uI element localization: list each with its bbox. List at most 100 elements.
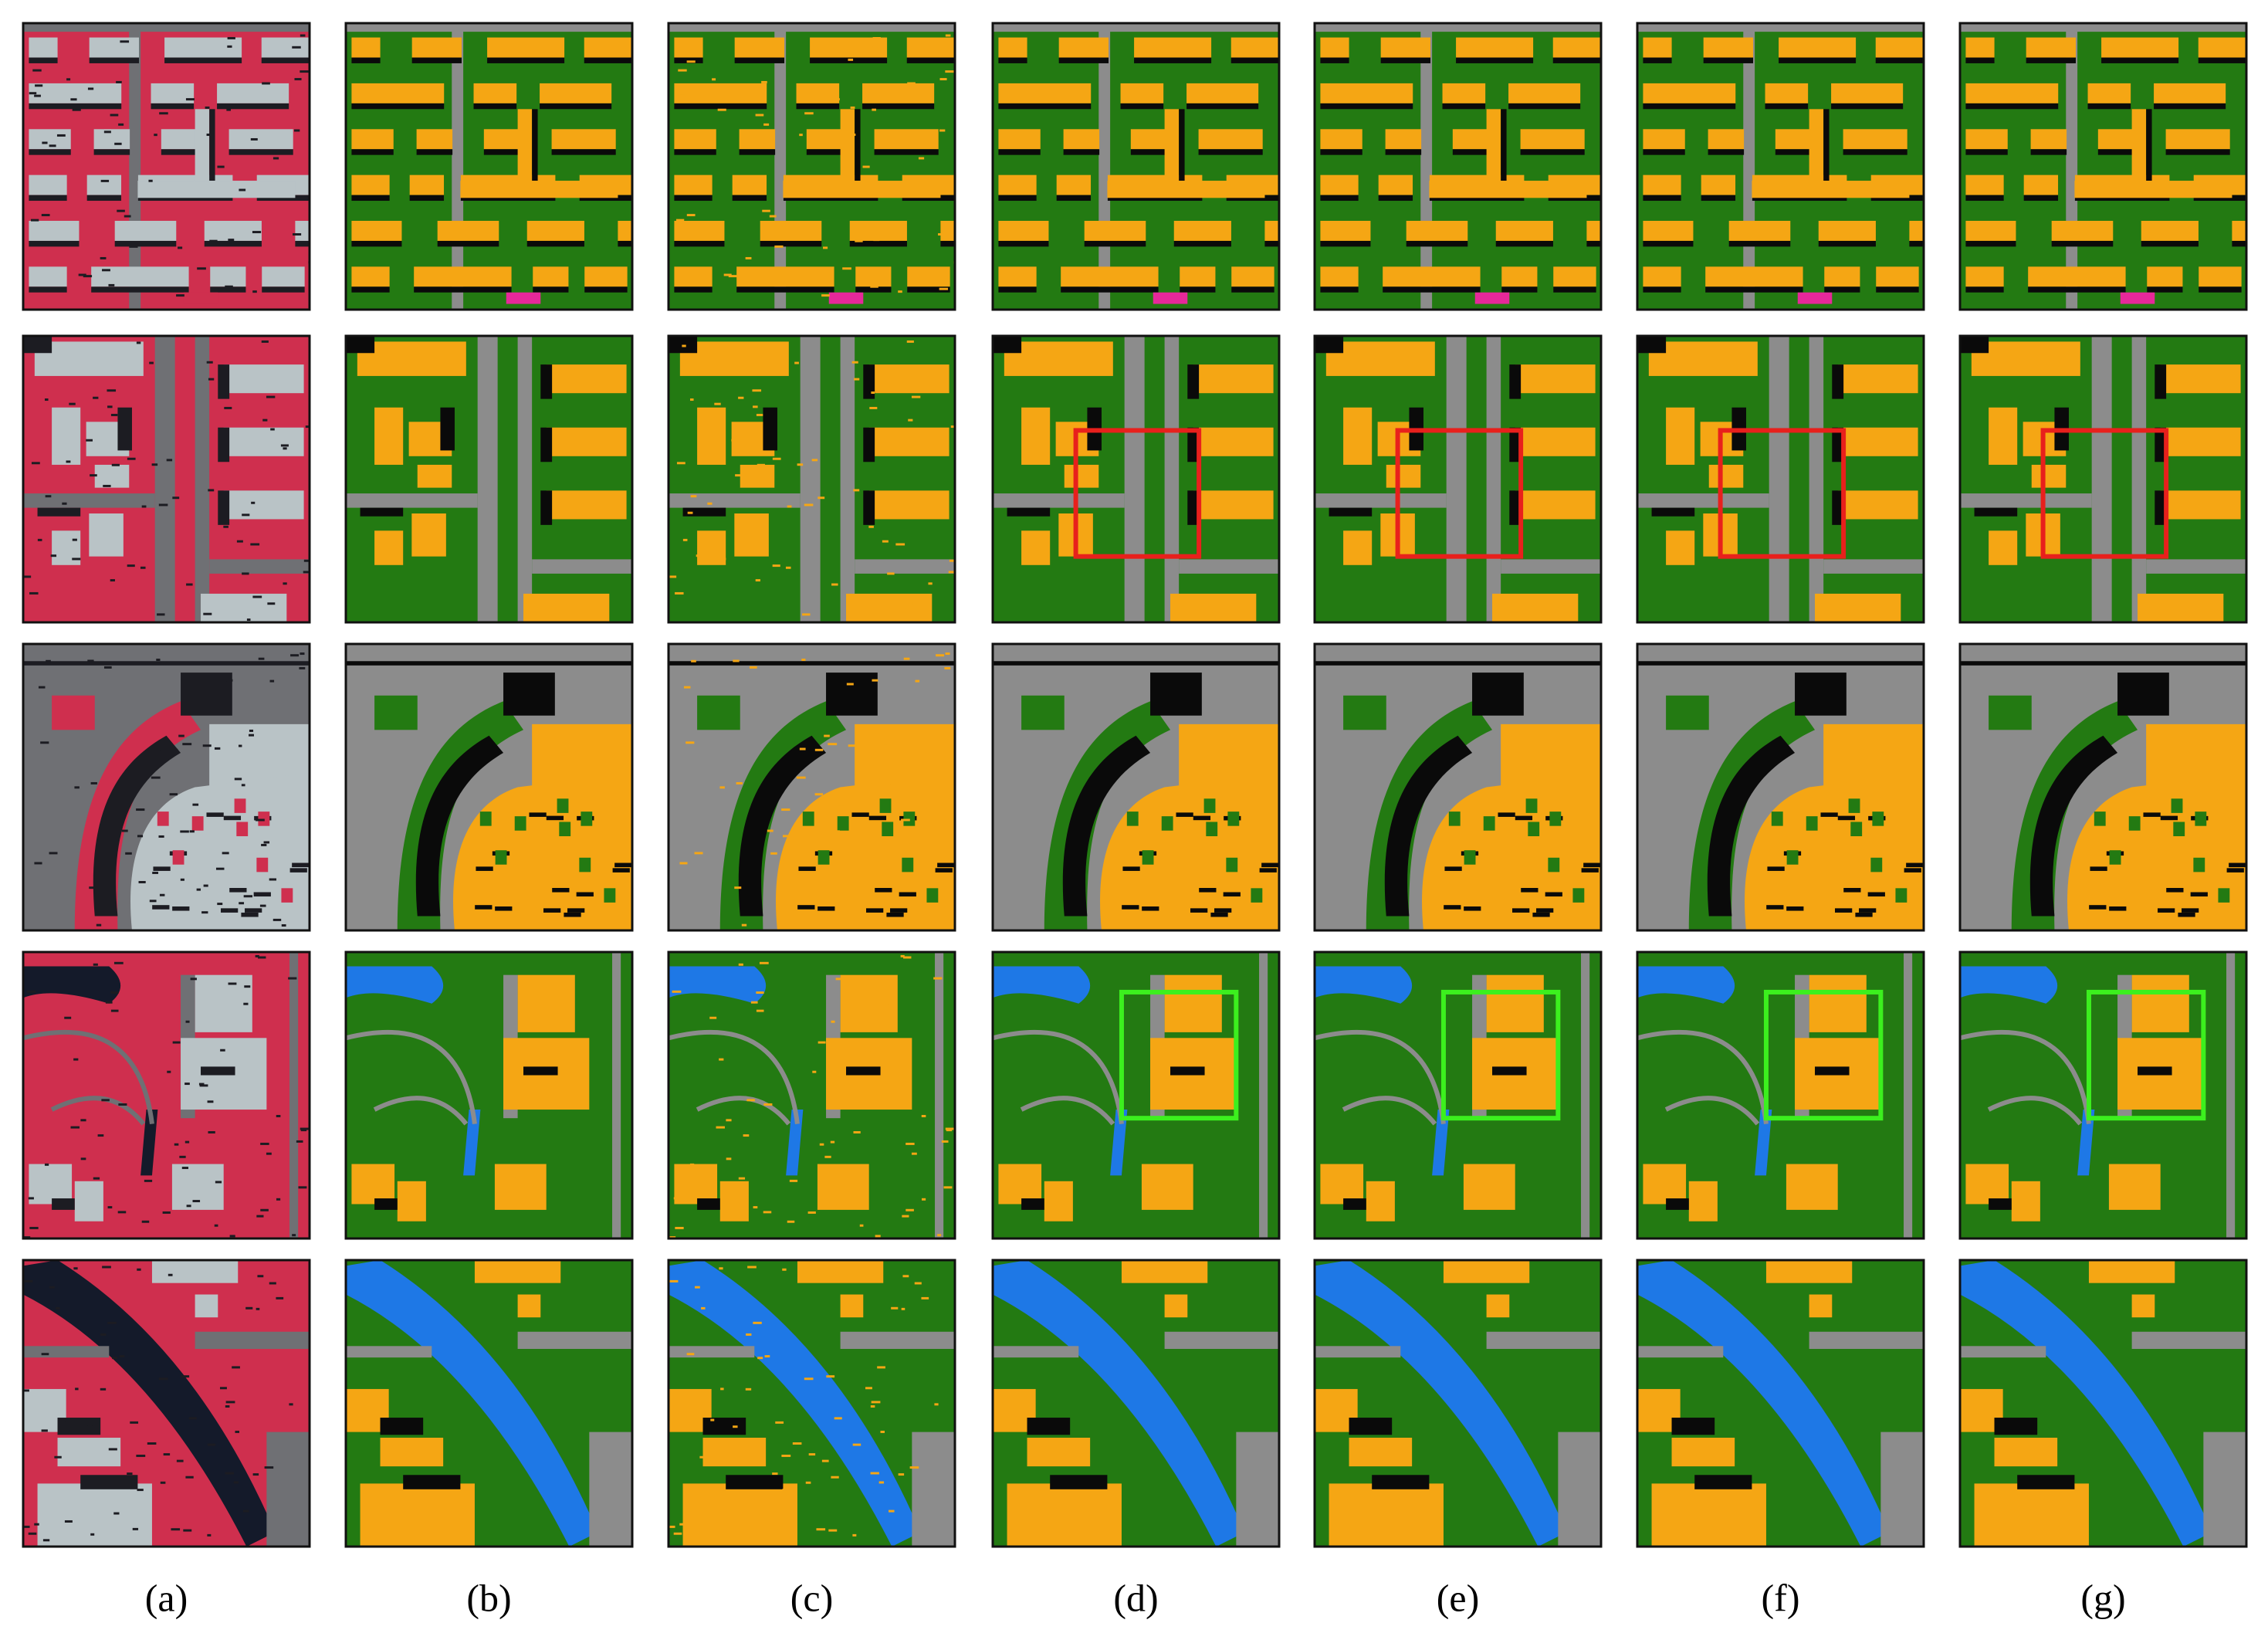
shadow [161, 149, 204, 155]
speckle [299, 666, 306, 669]
panel-border [1958, 334, 2248, 624]
water [669, 1260, 921, 1547]
building [494, 1164, 547, 1210]
water [993, 966, 1091, 1004]
shadow [862, 103, 935, 110]
speckle [884, 902, 890, 905]
building [351, 220, 402, 241]
shadow [2109, 906, 2127, 911]
shadow [1173, 240, 1231, 247]
panel [22, 950, 311, 1240]
building [1320, 129, 1362, 150]
shadow [1492, 1066, 1527, 1076]
shadow [1509, 364, 1522, 399]
shadow [261, 57, 310, 63]
speckle [694, 852, 703, 855]
speckle [249, 729, 254, 732]
building [414, 266, 512, 287]
shadow [292, 862, 310, 868]
shadow [1372, 1475, 1430, 1489]
building [1230, 37, 1279, 58]
shadow [351, 103, 445, 110]
vegetation [2195, 812, 2207, 826]
shadow [674, 286, 713, 293]
highlight-box [1440, 989, 1561, 1121]
speckle [127, 564, 135, 568]
road [517, 336, 533, 622]
speckle [824, 734, 830, 737]
speckle [209, 239, 218, 242]
speckle [828, 1529, 838, 1532]
panel-content [1960, 23, 2246, 310]
shadow [546, 815, 564, 821]
panel [344, 334, 634, 624]
speckle [746, 1333, 752, 1336]
shadow [1384, 735, 1473, 917]
shadow [1666, 1198, 1689, 1210]
building [357, 341, 466, 376]
speckle [673, 1197, 679, 1200]
speckle [72, 108, 81, 111]
building [862, 83, 935, 103]
speckle [926, 924, 932, 927]
speckle [830, 1140, 835, 1144]
speckle [752, 389, 762, 392]
shadow [1766, 905, 1784, 910]
building [29, 220, 80, 241]
building [998, 83, 1092, 103]
shadow [1701, 195, 1736, 202]
shadow [1472, 673, 1524, 716]
speckle [225, 285, 233, 288]
speckle [865, 1049, 871, 1052]
path [993, 1029, 1124, 1126]
shadow [1230, 57, 1279, 63]
speckle [214, 747, 221, 750]
shadow [1508, 103, 1581, 110]
vegetation [1483, 816, 1495, 831]
speckle [903, 956, 912, 959]
water [23, 1260, 276, 1547]
path [1315, 1029, 1446, 1126]
road [1315, 493, 1447, 508]
road [1769, 336, 1789, 622]
speckle [208, 1130, 215, 1133]
building [295, 220, 310, 241]
building [1809, 1294, 1833, 1318]
speckle [183, 1529, 192, 1532]
building [523, 593, 610, 622]
road [1809, 1331, 1924, 1350]
speckle [276, 1198, 281, 1201]
speckle [734, 886, 742, 889]
vegetation [1227, 812, 1240, 826]
road [1637, 23, 1924, 32]
highlight-box [1718, 428, 1847, 559]
building [732, 175, 767, 195]
speckle [269, 878, 276, 881]
shadow [1965, 149, 2008, 155]
building [1134, 37, 1212, 58]
speckle [256, 818, 265, 822]
speckle [178, 246, 183, 249]
shadow [726, 1475, 784, 1489]
speckle [239, 902, 245, 905]
speckle [89, 886, 96, 889]
vegetation [1850, 822, 1863, 837]
shadow [1545, 892, 1562, 897]
speckle [911, 1152, 917, 1155]
road [840, 1331, 955, 1350]
speckle [926, 444, 934, 447]
speckle [201, 911, 208, 914]
speckle [256, 1215, 264, 1218]
speckle [683, 686, 691, 689]
road [2131, 336, 2147, 622]
speckle [799, 747, 806, 751]
speckle [192, 1200, 201, 1203]
shadow [487, 57, 565, 63]
speckle [121, 829, 128, 832]
speckle [711, 460, 716, 463]
speckle [46, 659, 51, 662]
speckle [148, 179, 153, 182]
speckle [41, 1429, 48, 1432]
panel [991, 1259, 1281, 1548]
speckle [745, 1388, 752, 1391]
